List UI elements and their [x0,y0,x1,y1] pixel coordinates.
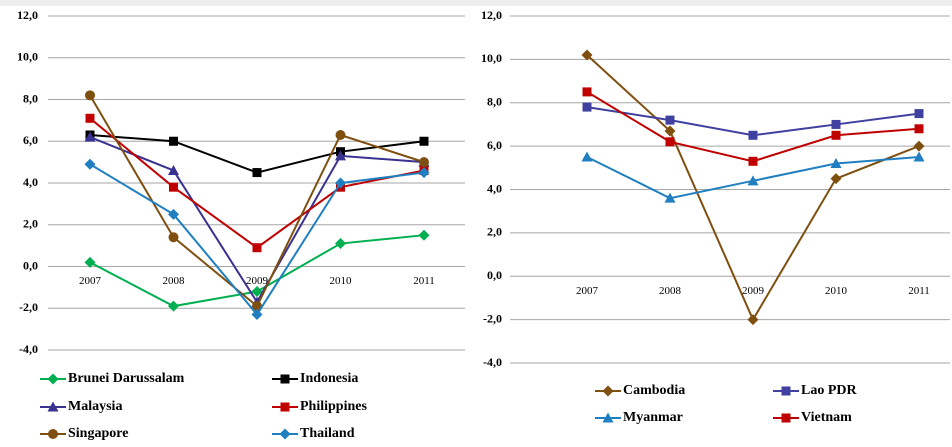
y-tick-label: 2,0 [487,225,502,239]
marker [418,167,430,179]
legend-marker [47,373,59,385]
y-tick-label: -2,0 [19,300,38,314]
marker [581,151,593,162]
marker [748,156,758,166]
legend-marker [602,385,614,397]
marker [830,157,842,168]
marker [831,130,841,140]
marker [914,124,924,134]
marker [914,109,924,119]
y-tick-label: 6,0 [487,138,502,152]
legend-marker [781,386,791,396]
marker [84,256,96,268]
marker [419,157,429,168]
marker [252,243,262,253]
y-tick-label: 0,0 [487,268,502,282]
y-tick-label: 8,0 [487,95,502,109]
top-strip [0,0,952,6]
legend-label: Myanmar [623,410,683,425]
y-tick-label: 4,0 [23,175,38,189]
legend-label: Lao PDR [801,383,858,398]
marker [168,232,179,243]
y-tick-label: 10,0 [17,50,38,64]
x-tick-label: 2010 [825,285,848,297]
x-tick-label: 2007 [576,285,599,297]
legend-marker [781,413,791,423]
x-tick-label: 2009 [246,275,269,287]
y-tick-label: 2,0 [23,217,38,231]
marker [830,173,842,185]
y-tick-label: 8,0 [23,91,38,105]
marker [251,286,263,298]
legend-label: Vietnam [801,410,852,425]
marker [664,192,676,203]
marker [913,151,925,162]
marker [582,102,592,112]
legend-marker [279,428,291,440]
x-tick-label: 2009 [742,285,765,297]
marker [748,130,758,140]
marker [168,208,179,220]
marker [169,136,178,146]
legend-marker [602,412,614,423]
series-line [89,133,425,174]
legend-label: Indonesia [300,371,358,386]
y-tick-label: -4,0 [19,342,38,356]
legend-label: Singapore [68,426,128,441]
marker [335,177,346,189]
legend-label: Thailand [300,426,355,441]
marker [335,129,346,140]
x-tick-label: 2010 [330,275,353,287]
marker [418,229,430,241]
marker [747,175,759,186]
legend-marker [48,429,58,439]
x-tick-label: 2011 [908,285,930,297]
y-tick-label: 0,0 [23,258,38,272]
marker [335,238,346,250]
marker [665,137,675,147]
legend-marker [280,402,290,412]
y-tick-label: -2,0 [483,311,502,325]
marker [169,182,178,192]
marker [831,119,841,129]
x-tick-label: 2008 [163,275,186,287]
marker [251,309,263,321]
x-tick-label: 2008 [659,285,682,297]
y-tick-label: 12,0 [17,8,38,22]
marker [84,131,96,142]
marker [168,300,179,312]
legend-label: Brunei Darussalam [68,371,185,386]
marker [582,87,592,97]
marker [84,158,96,170]
marker [85,90,95,101]
marker [747,314,759,326]
marker [664,125,676,137]
series-line [586,54,920,322]
marker [335,150,346,161]
marker [252,301,262,312]
marker [581,49,593,61]
marker [913,140,925,152]
marker [419,136,429,146]
legend-label: Cambodia [623,383,685,398]
marker [665,115,675,125]
marker [252,168,262,178]
legend-marker [280,374,290,384]
legend-marker [47,401,59,412]
legend-label: Philippines [300,399,367,414]
legend-label: Malaysia [68,399,122,414]
y-tick-label: 12,0 [481,8,502,22]
y-tick-label: -4,0 [483,355,502,369]
x-tick-label: 2011 [413,275,435,287]
y-tick-label: 10,0 [481,51,502,65]
x-tick-label: 2007 [79,275,102,287]
y-tick-label: 4,0 [487,181,502,195]
marker [168,164,179,175]
marker [85,113,95,123]
y-tick-label: 6,0 [23,133,38,147]
